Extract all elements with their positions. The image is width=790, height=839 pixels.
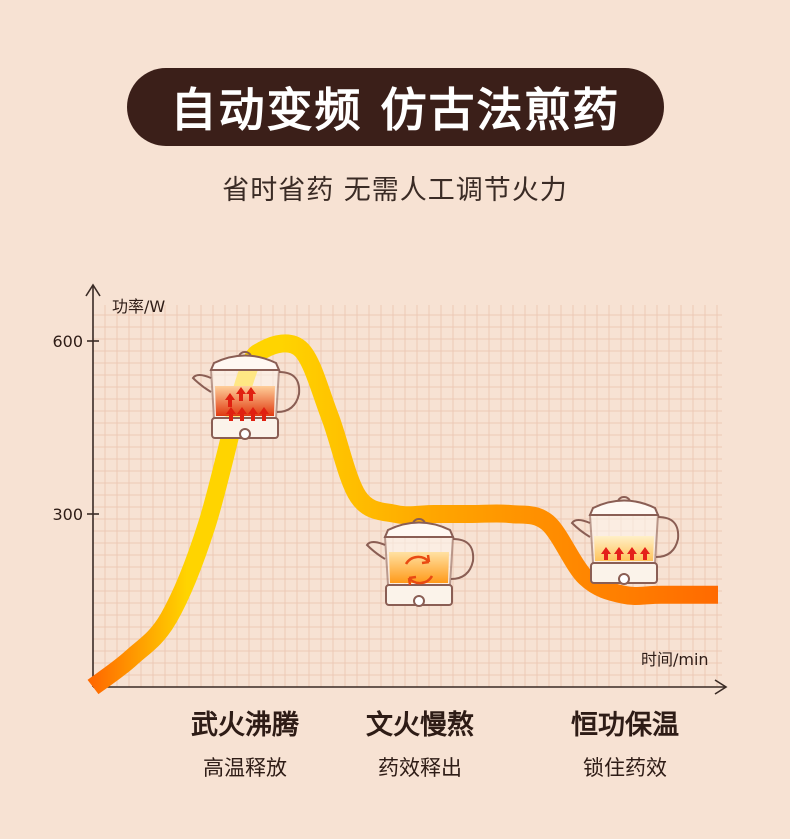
chart-grid [93, 305, 722, 687]
stage-boil-name: 武火沸腾 [191, 710, 299, 741]
title-banner: 自动变频 仿古法煎药 [127, 68, 664, 146]
page-title: 自动变频 仿古法煎药 [170, 83, 621, 137]
y-axis-label: 功率/W [112, 297, 165, 316]
stage-keep-warm: 恒功保温 锁住药效 [535, 703, 715, 782]
chart-axes [85, 283, 728, 695]
stage-keep-warm-name: 恒功保温 [571, 710, 679, 741]
power-curve [87, 334, 718, 695]
y-tick-label: 300 [52, 505, 83, 524]
stage-simmer-name: 文火慢熬 [366, 710, 474, 741]
stage-keep-warm-desc: 锁住药效 [583, 756, 667, 780]
stage-simmer: 文火慢熬 药效释出 [330, 703, 510, 782]
kettle-boiling-icon [191, 351, 301, 440]
kettle-simmering-icon [365, 518, 475, 607]
y-ticks: 300 600 [52, 332, 99, 524]
x-axis-label: 时间/min [641, 650, 709, 669]
kettle-keep-warm-icon [570, 496, 680, 585]
stage-simmer-desc: 药效释出 [378, 756, 462, 780]
stage-boil-desc: 高温释放 [203, 756, 287, 780]
stage-boil: 武火沸腾 高温释放 [155, 703, 335, 782]
page-subtitle: 省时省药 无需人工调节火力 [222, 175, 568, 206]
y-tick-label: 600 [52, 332, 83, 351]
